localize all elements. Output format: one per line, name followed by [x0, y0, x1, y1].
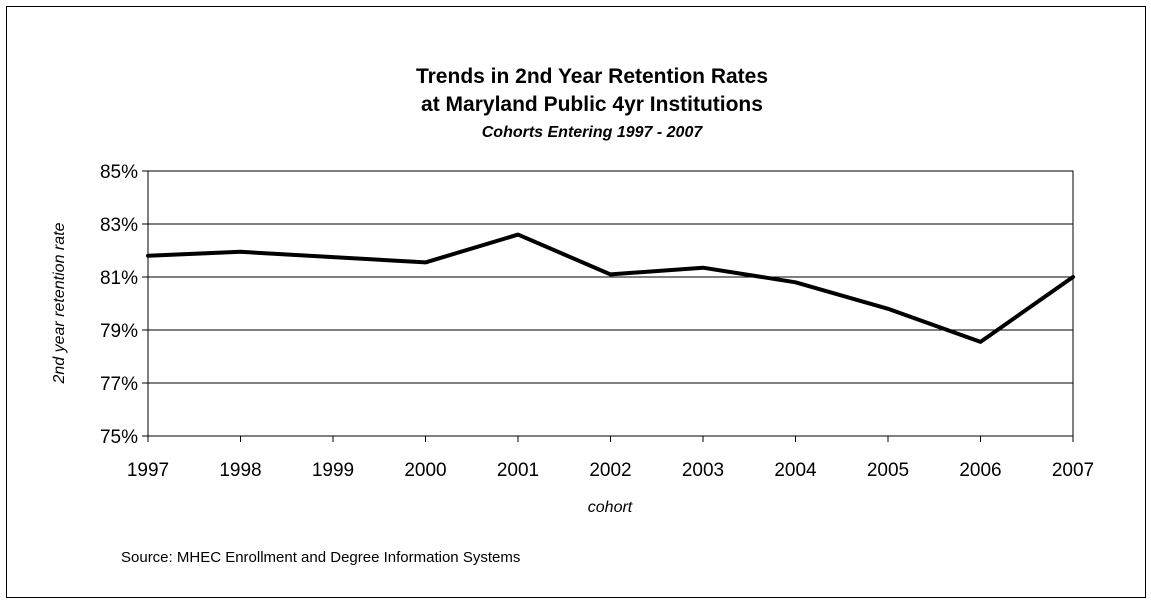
data-point — [609, 272, 612, 276]
data-point — [1071, 275, 1075, 279]
chart-title-line2: at Maryland Public 4yr Institutions — [421, 93, 763, 116]
data-point — [794, 280, 797, 284]
x-tick-label: 2003 — [682, 460, 724, 481]
data-point — [331, 255, 335, 259]
gridlines — [148, 223, 1073, 384]
data-point — [701, 266, 705, 270]
x-tick-label: 1997 — [127, 460, 169, 481]
data-point — [424, 260, 427, 264]
data-point — [886, 307, 890, 311]
source-note: Source: MHEC Enrollment and Degree Infor… — [121, 549, 520, 566]
y-tick-label: 79% — [100, 321, 138, 342]
x-tick-label: 2004 — [774, 460, 817, 481]
x-tick-label: 1998 — [219, 460, 261, 481]
data-point — [979, 340, 982, 344]
y-tick-label: 83% — [100, 215, 138, 236]
chart-title: Trends in 2nd Year Retention Rates — [416, 65, 768, 88]
series-layer — [146, 232, 1075, 344]
x-axis: 1997 1998 1999 2000 2001 2002 2003 2004 2005 2006… — [127, 436, 1094, 481]
x-tick-label: 2006 — [959, 460, 1001, 481]
x-tick-label: 2007 — [1052, 460, 1094, 481]
y-axis: 75% 77% 79% 81% 83% 85% — [100, 162, 148, 448]
x-tick-label: 2005 — [867, 460, 909, 481]
chart-subtitle: Cohorts Entering 1997 - 2007 — [482, 124, 704, 141]
x-tick-label: 2000 — [404, 460, 446, 481]
x-axis-title: cohort — [588, 499, 633, 516]
plot-area — [147, 170, 1074, 437]
chart-frame: Trends in 2nd Year Retention Rates at Ma… — [6, 6, 1146, 598]
y-tick-label: 81% — [100, 268, 138, 289]
retention-line-chart: Trends in 2nd Year Retention Rates at Ma… — [51, 65, 1094, 566]
x-tick-label: 1999 — [312, 460, 354, 481]
y-tick-label: 77% — [100, 374, 138, 395]
y-tick-label: 85% — [100, 162, 138, 183]
x-tick-label: 2002 — [589, 460, 631, 481]
y-tick-label: 75% — [100, 427, 138, 448]
data-point — [239, 250, 242, 254]
data-point — [146, 254, 150, 258]
data-point — [516, 233, 520, 237]
x-tick-label: 2001 — [497, 460, 539, 481]
y-axis-title: 2nd year retention rate — [51, 222, 68, 384]
